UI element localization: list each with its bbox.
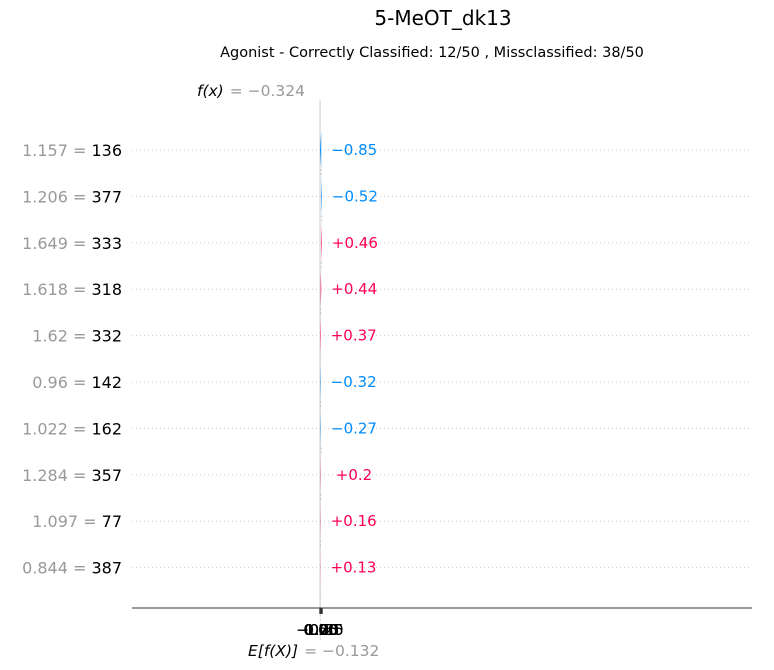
waterfall-bar (320, 131, 322, 169)
feature-name: 333 (91, 234, 122, 253)
feature-name: 387 (91, 559, 122, 578)
feature-label: 0.96 = 142 (32, 373, 122, 392)
feature-name: 332 (91, 327, 122, 346)
x-tick-label: 0.50 (304, 621, 339, 639)
chart-title: 5-MeOT_dk13 (374, 6, 511, 30)
x-tick-label: 1.25 (305, 621, 340, 639)
feature-labels: 1.157 = 136 1.206 = 377 1.649 = 333 1.618 =… (22, 141, 122, 578)
feature-name: 136 (91, 141, 122, 160)
bar-value-label: +0.37 (331, 327, 377, 345)
grid-lines (132, 149, 752, 569)
x-tick-label: 1.00 (305, 621, 340, 639)
feature-value: 1.618 = (22, 280, 91, 299)
chart-subtitle: Agonist - Correctly Classified: 12/50 , … (220, 45, 644, 61)
fx-annotation: f(x) = −0.324 (197, 82, 305, 100)
waterfall-bar (321, 223, 322, 262)
x-tick-label: −0.50 (296, 621, 344, 639)
bar-value-label: +0.13 (331, 559, 377, 577)
x-axis: −0.50−0.250.000.250.500.751.001.25 (132, 607, 752, 639)
bar-value-label: +0.46 (332, 234, 378, 252)
feature-value: 1.022 = (22, 419, 91, 438)
feature-value: 0.844 = (22, 559, 91, 578)
reference-lines (319, 100, 323, 640)
x-tick-label: −0.25 (296, 621, 344, 639)
bar-value-label: −0.52 (332, 187, 378, 205)
bar-value-label: +0.16 (331, 512, 377, 530)
feature-label: 1.157 = 136 (22, 141, 122, 160)
feature-label: 0.844 = 387 (22, 559, 122, 578)
bar-value-label: −0.85 (331, 141, 377, 159)
fx-value: = −0.324 (230, 82, 305, 100)
feature-label: 1.618 = 318 (22, 280, 122, 299)
bar-value-label: +0.44 (331, 280, 377, 298)
feature-name: 377 (91, 187, 122, 206)
feature-value: 1.097 = (32, 512, 101, 531)
bar-value-label: +0.2 (336, 466, 372, 484)
waterfall-bar (320, 316, 321, 355)
feature-value: 1.157 = (22, 141, 91, 160)
efx-label: E[f(X)] (248, 642, 298, 660)
bar-value-label: −0.32 (331, 373, 377, 391)
feature-value: 1.284 = (22, 466, 91, 485)
feature-label: 1.649 = 333 (22, 234, 122, 253)
feature-label: 1.284 = 357 (22, 466, 122, 485)
feature-name: 357 (91, 466, 122, 485)
efx-annotation: E[f(X)] = −0.132 (248, 642, 379, 660)
feature-value: 1.206 = (22, 187, 91, 206)
feature-name: 142 (91, 373, 122, 392)
feature-name: 318 (91, 280, 122, 299)
bar-value-label: −0.27 (331, 419, 377, 437)
waterfall-bar (321, 177, 322, 216)
feature-label: 1.62 = 332 (32, 327, 122, 346)
feature-value: 0.96 = (32, 373, 91, 392)
feature-name: 77 (102, 512, 122, 531)
feature-value: 1.62 = (32, 327, 91, 346)
feature-label: 1.097 = 77 (32, 512, 122, 531)
feature-value: 1.649 = (22, 234, 91, 253)
efx-value: = −0.132 (304, 642, 379, 660)
bars: −0.85 −0.52 +0.46 +0.44 +0.37 −0.32 −0.27 +0.2 +… (320, 131, 378, 587)
feature-label: 1.022 = 162 (22, 419, 122, 438)
x-tick-label: 0.00 (303, 621, 338, 639)
waterfall-bar (320, 270, 322, 309)
fx-label: f(x) (197, 82, 224, 100)
feature-name: 162 (91, 419, 122, 438)
x-tick-label: 0.75 (304, 621, 339, 639)
x-tick-label: 0.25 (304, 621, 339, 639)
feature-label: 1.206 = 377 (22, 187, 122, 206)
